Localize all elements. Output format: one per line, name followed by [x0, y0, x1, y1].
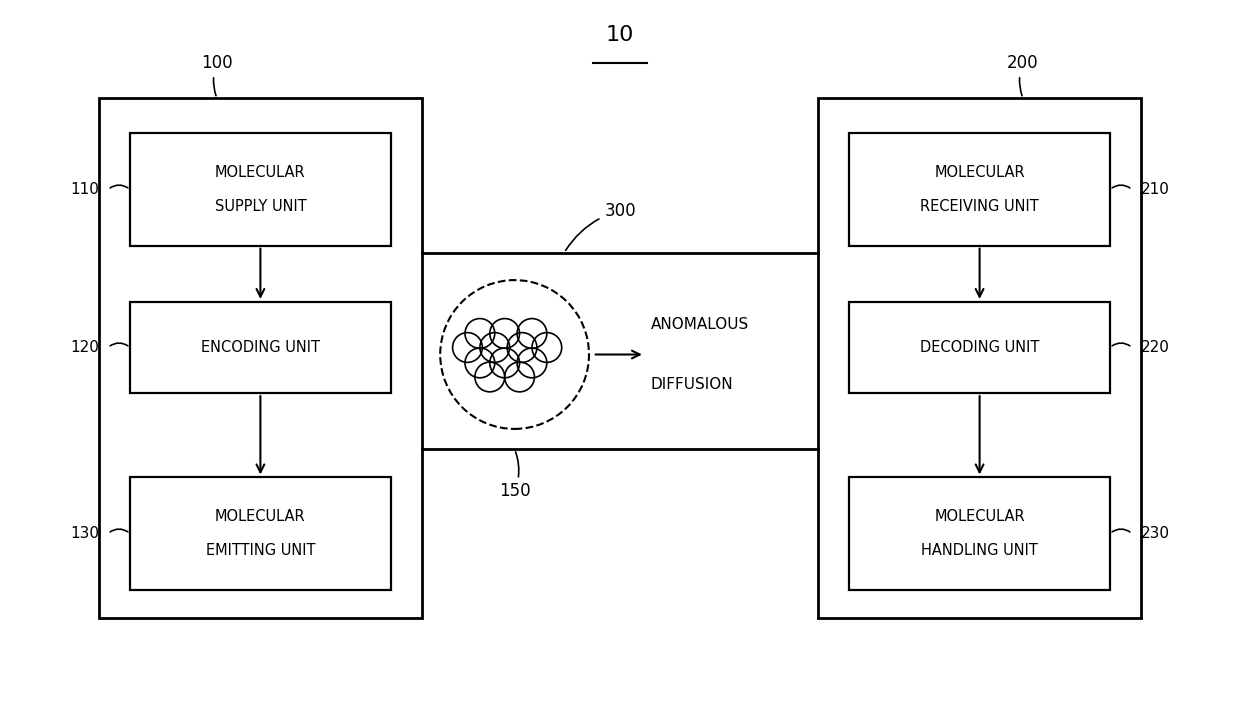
Text: DIFFUSION: DIFFUSION [651, 377, 734, 392]
Text: RECEIVING UNIT: RECEIVING UNIT [920, 199, 1039, 214]
Text: 210: 210 [1141, 182, 1169, 197]
Text: DECODING UNIT: DECODING UNIT [920, 340, 1039, 355]
Text: 150: 150 [498, 452, 531, 501]
Bar [849, 133, 1110, 246]
Text: 110: 110 [71, 182, 99, 197]
Text: 220: 220 [1141, 340, 1169, 355]
Text: MOLECULAR: MOLECULAR [934, 165, 1025, 180]
Text: ENCODING UNIT: ENCODING UNIT [201, 340, 320, 355]
Text: EMITTING UNIT: EMITTING UNIT [206, 543, 315, 558]
Text: SUPPLY UNIT: SUPPLY UNIT [215, 199, 306, 214]
Text: ANOMALOUS: ANOMALOUS [651, 317, 749, 332]
Text: 10: 10 [606, 25, 634, 44]
Bar [130, 133, 391, 246]
Text: 300: 300 [565, 201, 636, 251]
Bar [99, 98, 422, 618]
Text: 200: 200 [1007, 54, 1039, 95]
Bar [130, 477, 391, 590]
Bar [849, 302, 1110, 393]
Text: MOLECULAR: MOLECULAR [934, 509, 1025, 524]
Text: 230: 230 [1141, 526, 1169, 541]
Text: MOLECULAR: MOLECULAR [215, 165, 306, 180]
Text: HANDLING UNIT: HANDLING UNIT [921, 543, 1038, 558]
Bar [849, 477, 1110, 590]
Text: 120: 120 [71, 340, 99, 355]
Text: MOLECULAR: MOLECULAR [215, 509, 306, 524]
Bar [818, 98, 1141, 618]
Text: 100: 100 [201, 54, 233, 95]
Bar [130, 302, 391, 393]
Text: 130: 130 [71, 526, 99, 541]
